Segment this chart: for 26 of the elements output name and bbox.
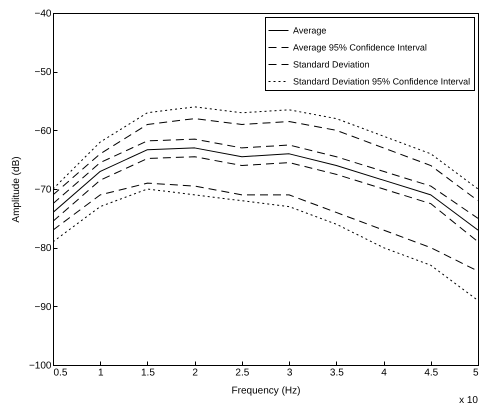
x-tick-label: 1 (98, 368, 104, 378)
legend-label: Average (293, 26, 326, 36)
line-series (53, 188, 478, 301)
y-tick-label: −80 (34, 243, 52, 254)
legend-label: Standard Deviation (293, 60, 370, 70)
text: x 10 (459, 395, 478, 406)
y-tick-label: −50 (34, 67, 52, 78)
line-series (53, 156, 478, 242)
x-tick-label: 0.5 (54, 368, 68, 378)
x-tick-label: 2 (192, 368, 198, 378)
y-axis-title: Amplitude (dB) (10, 156, 22, 223)
x-tick-label: 1.5 (140, 368, 156, 378)
x-tick-label: 4 (381, 368, 388, 378)
y-tick-label: −40 (34, 8, 52, 20)
x-tick-label: 2.5 (235, 368, 250, 378)
y-tick-label: −100 (28, 360, 52, 372)
y-tick-label: −90 (34, 302, 52, 313)
x-tick-label: 3.5 (330, 368, 344, 378)
legend-label: Standard Deviation 95% Confidence Interval (293, 76, 470, 86)
x-axis-title: Frequency (Hz) (232, 386, 300, 396)
y-tick-label: −70 (34, 184, 52, 196)
legend-label: Average 95% Confidence Interval (293, 42, 427, 52)
x-tick-label: 4.5 (424, 368, 439, 378)
x-tick-label: 5 (472, 368, 479, 378)
x-tick-label: 3 (286, 368, 293, 378)
y-tick-label: −60 (34, 126, 52, 137)
